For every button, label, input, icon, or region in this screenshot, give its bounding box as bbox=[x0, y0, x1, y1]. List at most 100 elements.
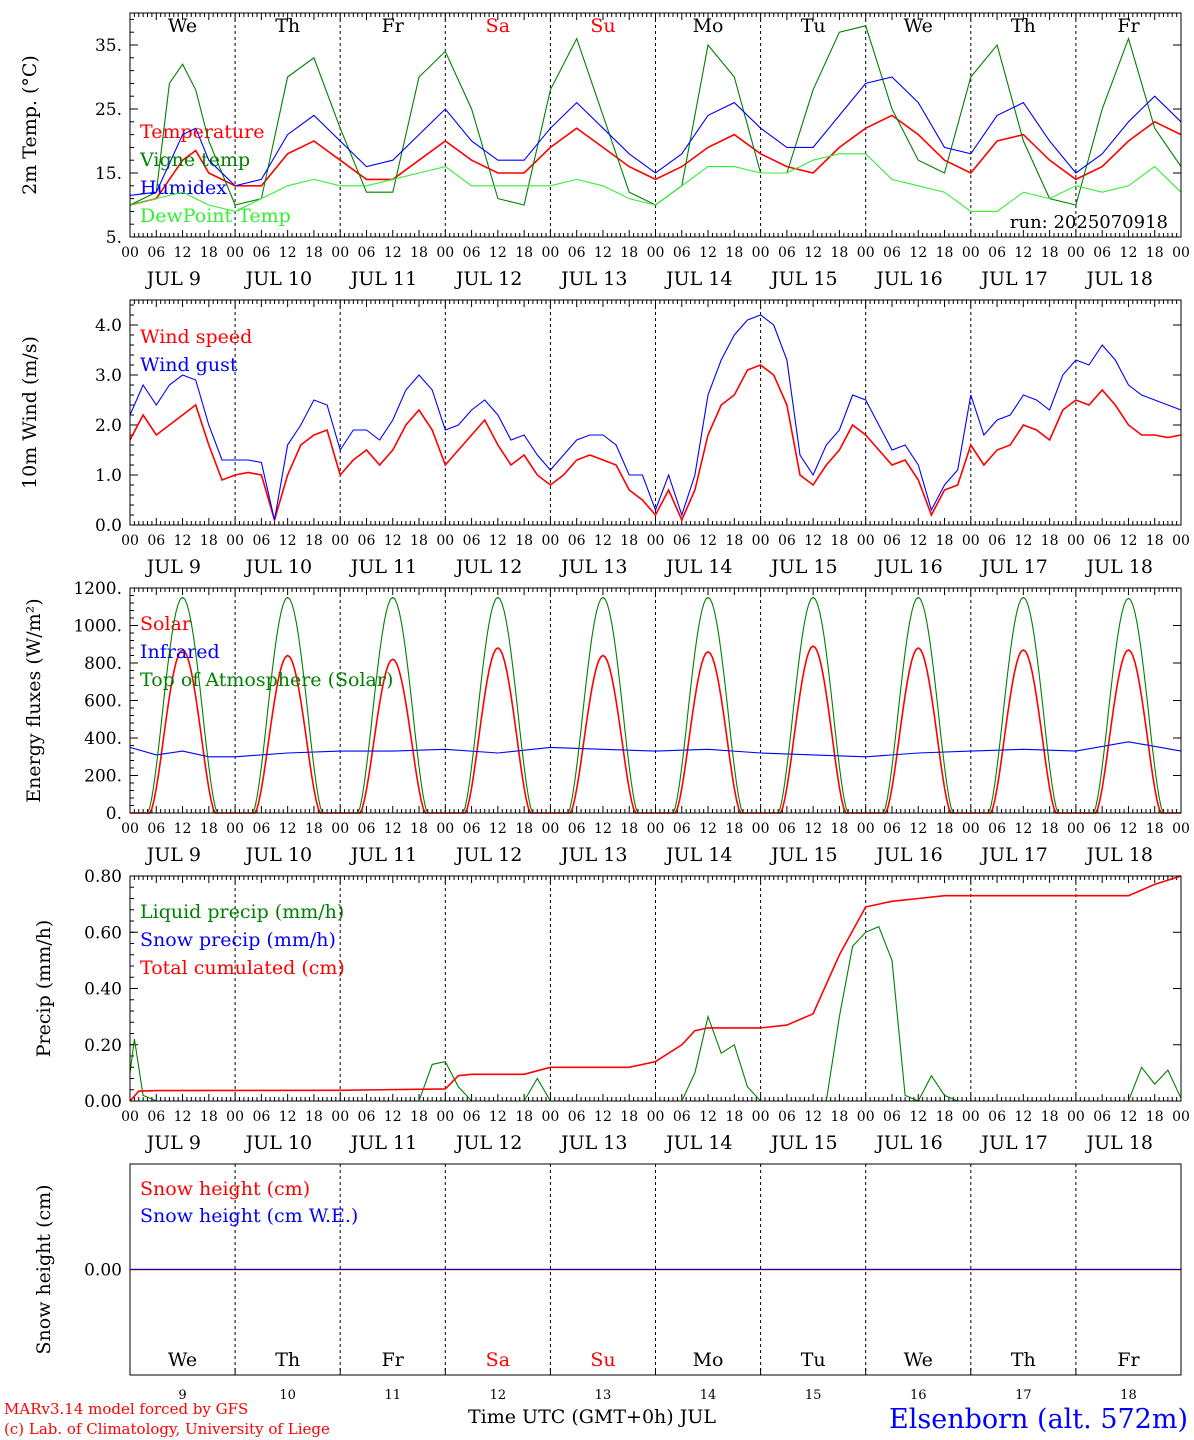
date-label: JUL 13 bbox=[559, 268, 627, 290]
hour-tick-label: 00 bbox=[1067, 245, 1085, 261]
weekday-label: Fr bbox=[382, 1349, 405, 1371]
hour-tick-label: 12 bbox=[594, 1109, 612, 1125]
hour-tick-label: 18 bbox=[831, 533, 849, 549]
hour-tick-label: 06 bbox=[778, 1109, 796, 1125]
hour-tick-label: 18 bbox=[515, 1109, 533, 1125]
hour-tick-label: 12 bbox=[1120, 245, 1138, 261]
hour-tick-label: 00 bbox=[1172, 821, 1190, 837]
hour-tick-label: 12 bbox=[174, 245, 192, 261]
hour-tick-label: 12 bbox=[909, 1109, 927, 1125]
day-number-label: 11 bbox=[384, 1388, 401, 1403]
date-label: JUL 9 bbox=[145, 556, 201, 578]
hour-tick-label: 18 bbox=[200, 821, 218, 837]
panel-frame bbox=[129, 12, 1182, 238]
date-label: JUL 10 bbox=[244, 268, 312, 290]
legend-entry: Top of Atmosphere (Solar) bbox=[140, 669, 393, 691]
hour-tick-label: 12 bbox=[909, 821, 927, 837]
hour-tick-label: 06 bbox=[463, 821, 481, 837]
run-label: run: 2025070918 bbox=[1010, 212, 1168, 233]
date-label: JUL 18 bbox=[1084, 844, 1152, 866]
hour-tick-label: 06 bbox=[1093, 245, 1111, 261]
hour-tick-label: 12 bbox=[384, 245, 402, 261]
legend-entry: Wind speed bbox=[140, 326, 252, 348]
legend-entry: Snow precip (mm/h) bbox=[140, 929, 336, 951]
hour-tick-label: 12 bbox=[909, 245, 927, 261]
weekday-label: Tu bbox=[801, 1349, 826, 1371]
hour-tick-label: 12 bbox=[699, 533, 717, 549]
date-label: JUL 15 bbox=[769, 268, 837, 290]
hour-tick-label: 18 bbox=[1041, 821, 1059, 837]
hour-tick-label: 06 bbox=[883, 245, 901, 261]
date-label: JUL 12 bbox=[454, 844, 522, 866]
hour-tick-label: 00 bbox=[226, 533, 244, 549]
legend-entry: Snow height (cm) bbox=[140, 1178, 310, 1200]
date-label: JUL 10 bbox=[244, 556, 312, 578]
hour-tick-label: 06 bbox=[252, 533, 270, 549]
weekday-label: Sa bbox=[486, 15, 510, 37]
y-tick-label: 0.20 bbox=[84, 1036, 122, 1056]
panel-frame bbox=[129, 299, 1182, 526]
hour-tick-label: 18 bbox=[831, 1109, 849, 1125]
date-label: JUL 17 bbox=[979, 268, 1047, 290]
panel-frame bbox=[129, 1163, 1182, 1376]
y-tick-label: 35. bbox=[95, 36, 122, 56]
date-label: JUL 9 bbox=[145, 268, 201, 290]
hour-tick-label: 06 bbox=[568, 245, 586, 261]
series-line-wind-speed bbox=[129, 364, 1182, 523]
hour-tick-label: 06 bbox=[463, 245, 481, 261]
y-tick-label: 25. bbox=[95, 100, 122, 120]
hour-tick-label: 12 bbox=[489, 245, 507, 261]
hour-tick-label: 18 bbox=[620, 245, 638, 261]
weekday-label: Fr bbox=[1117, 1349, 1140, 1371]
legend-entry: Humidex bbox=[140, 177, 227, 199]
weekday-label: We bbox=[168, 15, 197, 37]
date-label: JUL 16 bbox=[874, 268, 942, 290]
hour-tick-label: 00 bbox=[857, 245, 875, 261]
hour-tick-label: 12 bbox=[804, 821, 822, 837]
hour-tick-label: 18 bbox=[936, 821, 954, 837]
y-tick-label: 0.80 bbox=[84, 867, 122, 887]
y-tick-label: 800. bbox=[84, 654, 122, 674]
hour-tick-label: 12 bbox=[489, 1109, 507, 1125]
date-label: JUL 12 bbox=[454, 268, 522, 290]
series-line-liquid-precip-mm-h- bbox=[129, 925, 1182, 1102]
hour-tick-label: 06 bbox=[147, 533, 165, 549]
y-tick-label: 3.0 bbox=[95, 366, 122, 386]
hour-tick-label: 12 bbox=[1014, 821, 1032, 837]
date-label: JUL 17 bbox=[979, 1132, 1047, 1154]
footer-copyright: (c) Lab. of Climatology, University of L… bbox=[4, 1420, 330, 1438]
hour-tick-label: 18 bbox=[1146, 245, 1164, 261]
hour-tick-label: 12 bbox=[279, 1109, 297, 1125]
hour-tick-label: 06 bbox=[988, 1109, 1006, 1125]
hour-tick-label: 18 bbox=[410, 1109, 428, 1125]
weekday-label: Mo bbox=[693, 1349, 724, 1371]
y-axis-label: 2m Temp. (°C) bbox=[19, 55, 41, 195]
y-axis-label: Energy fluxes (W/m²) bbox=[23, 598, 45, 802]
weekday-label: We bbox=[168, 1349, 197, 1371]
hour-tick-label: 00 bbox=[752, 533, 770, 549]
hour-tick-label: 00 bbox=[121, 533, 139, 549]
date-label: JUL 17 bbox=[979, 556, 1047, 578]
hour-tick-label: 18 bbox=[1146, 821, 1164, 837]
weekday-label: Fr bbox=[382, 15, 405, 37]
hour-tick-label: 06 bbox=[673, 245, 691, 261]
hour-tick-label: 12 bbox=[594, 821, 612, 837]
x-axis-label: Time UTC (GMT+0h) JUL bbox=[468, 1406, 716, 1428]
weekday-label: Tu bbox=[801, 15, 826, 37]
hour-tick-label: 18 bbox=[1041, 1109, 1059, 1125]
legend-entry: Solar bbox=[140, 613, 192, 635]
hour-tick-label: 18 bbox=[936, 245, 954, 261]
hour-tick-label: 12 bbox=[699, 1109, 717, 1125]
hour-tick-label: 00 bbox=[857, 533, 875, 549]
hour-tick-label: 18 bbox=[200, 245, 218, 261]
hour-tick-label: 12 bbox=[594, 245, 612, 261]
hour-tick-label: 00 bbox=[752, 821, 770, 837]
hour-tick-label: 12 bbox=[384, 533, 402, 549]
hour-tick-label: 00 bbox=[331, 821, 349, 837]
date-label: JUL 13 bbox=[559, 1132, 627, 1154]
hour-tick-label: 00 bbox=[226, 245, 244, 261]
hour-tick-label: 06 bbox=[252, 821, 270, 837]
hour-tick-label: 18 bbox=[200, 1109, 218, 1125]
date-label: JUL 10 bbox=[244, 844, 312, 866]
